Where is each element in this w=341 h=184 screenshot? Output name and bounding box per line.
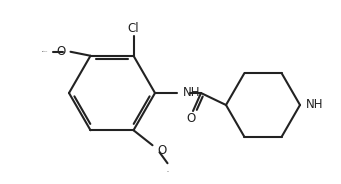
Text: Cl: Cl (128, 22, 139, 35)
Text: O: O (187, 112, 196, 125)
Text: O: O (158, 144, 167, 157)
Text: NH: NH (306, 98, 324, 112)
Text: methoxy: methoxy (41, 51, 48, 52)
Text: NH: NH (183, 86, 201, 100)
Text: xx: xx (167, 171, 168, 172)
Text: O: O (56, 45, 65, 58)
